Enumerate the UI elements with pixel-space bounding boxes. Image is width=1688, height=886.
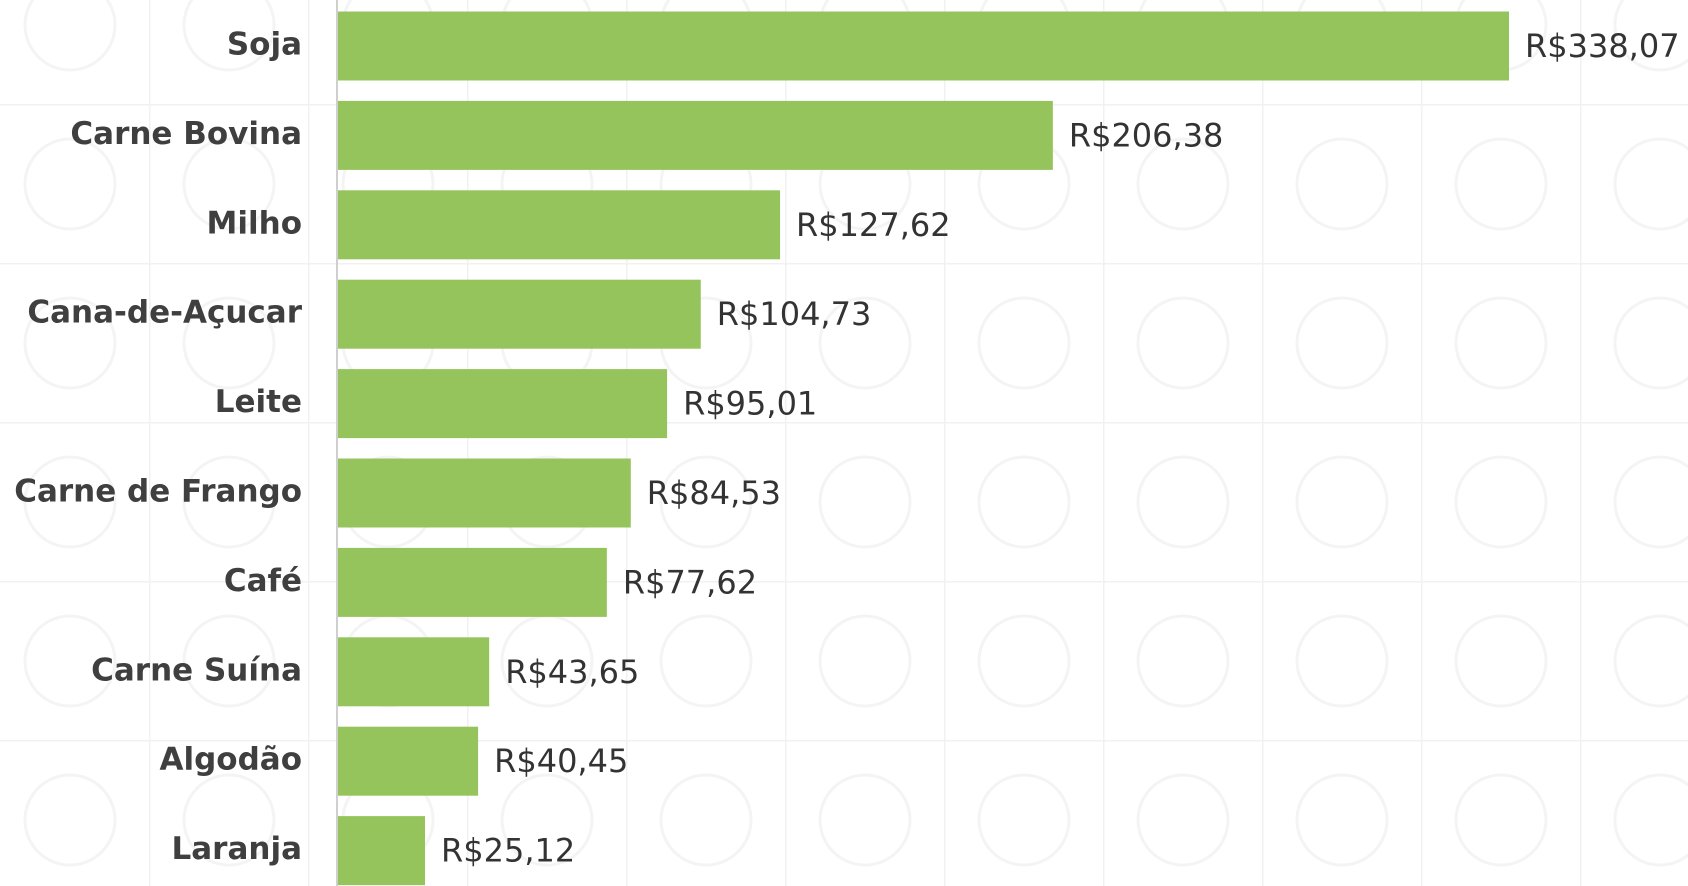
category-label: Soja <box>227 27 302 63</box>
category-label: Carne de Frango <box>14 474 302 510</box>
value-label: R$25,12 <box>441 832 575 870</box>
category-label: Carne Bovina <box>70 116 302 152</box>
value-label: R$127,62 <box>796 206 951 244</box>
bar <box>338 816 426 886</box>
bar <box>338 726 479 796</box>
category-label: Leite <box>215 384 302 420</box>
category-label: Algodão <box>159 742 302 778</box>
bar <box>338 369 668 439</box>
bar <box>338 279 701 349</box>
value-label: R$84,53 <box>647 474 781 512</box>
value-label: R$104,73 <box>717 295 872 333</box>
bar <box>338 190 781 260</box>
bar <box>338 458 631 528</box>
bar <box>338 637 490 707</box>
category-label: Laranja <box>172 831 303 867</box>
value-label: R$338,07 <box>1525 27 1680 65</box>
category-label: Café <box>224 563 302 599</box>
value-label: R$77,62 <box>623 563 757 601</box>
bar <box>338 547 607 617</box>
value-label: R$40,45 <box>494 742 628 780</box>
value-label: R$206,38 <box>1069 116 1224 154</box>
bar <box>338 100 1053 170</box>
category-label: Carne Suína <box>91 652 302 688</box>
category-label: Cana-de-Açucar <box>27 295 302 331</box>
value-label: R$43,65 <box>505 653 639 691</box>
category-label: Milho <box>207 205 302 241</box>
value-label: R$95,01 <box>683 385 817 423</box>
bar <box>338 11 1509 81</box>
